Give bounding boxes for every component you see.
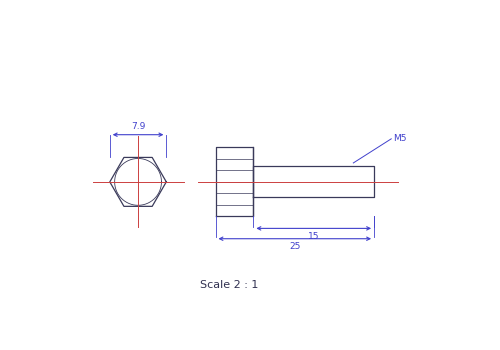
Text: Scale 2 : 1: Scale 2 : 1 <box>200 280 258 290</box>
Text: 15: 15 <box>308 232 320 241</box>
Text: M5: M5 <box>393 134 406 144</box>
Text: 7.9: 7.9 <box>131 122 145 131</box>
Text: 25: 25 <box>289 242 300 251</box>
